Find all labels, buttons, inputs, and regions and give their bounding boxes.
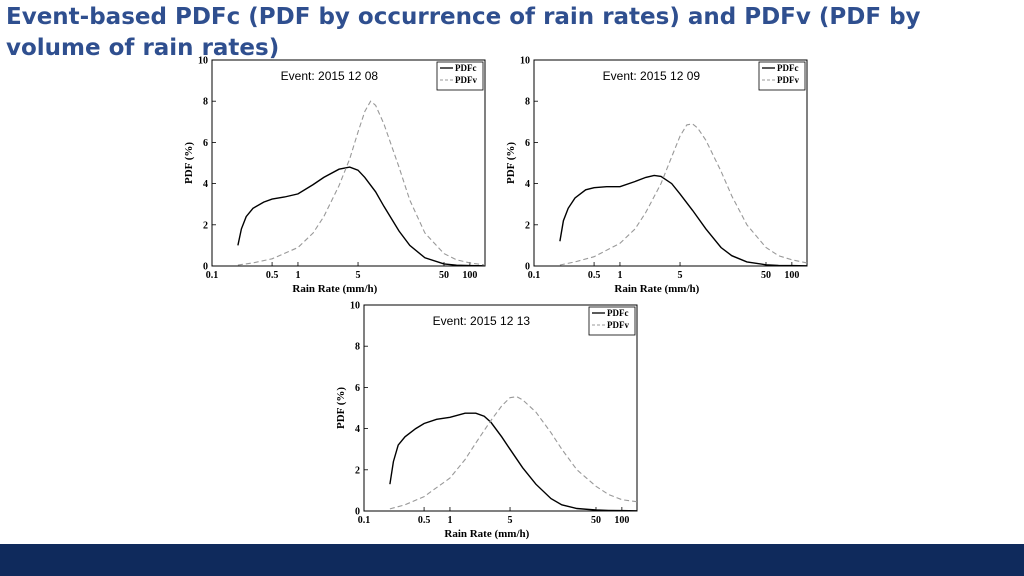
legend-label-pdfv: PDFv (777, 75, 799, 85)
y-tick-label: 10 (520, 56, 530, 67)
y-tick-label: 10 (350, 301, 360, 312)
legend-label-pdfv: PDFv (607, 320, 629, 330)
y-tick-label: 2 (355, 465, 360, 476)
legend-label-pdfc: PDFc (455, 63, 477, 73)
x-tick-label: 50 (591, 515, 601, 526)
y-tick-label: 0 (203, 262, 208, 273)
y-tick-label: 6 (525, 138, 530, 149)
x-tick-label: 0.5 (588, 270, 601, 281)
x-axis-label: Rain Rate (mm/h) (292, 283, 377, 295)
y-tick-label: 8 (203, 97, 208, 108)
event-annotation: Event: 2015 12 09 (603, 69, 701, 83)
y-axis-label: PDF (%) (505, 142, 517, 184)
series-line-pdfv (237, 100, 486, 266)
event-annotation: Event: 2015 12 13 (433, 314, 531, 328)
x-axis-label: Rain Rate (mm/h) (614, 283, 699, 295)
x-tick-label: 0.1 (528, 270, 541, 281)
y-tick-label: 4 (525, 179, 530, 190)
plot-frame (363, 304, 638, 512)
x-tick-label: 0.1 (206, 270, 219, 281)
x-tick-label: 50 (439, 270, 449, 281)
slide-title: Event-based PDFc (PDF by occurrence of r… (6, 4, 921, 61)
y-tick-label: 8 (525, 97, 530, 108)
y-tick-label: 4 (203, 179, 208, 190)
legend-label-pdfv: PDFv (455, 75, 477, 85)
legend-box (588, 306, 636, 336)
y-axis-label: PDF (%) (183, 142, 195, 184)
chart-panel-event-1: 0 2 4 6 8 10 0.1 0.5 1 5 50 100 Rain Rate (mm/h) PDF … (183, 56, 486, 295)
y-tick-label: 6 (203, 138, 208, 149)
x-tick-label: 5 (678, 270, 683, 281)
x-tick-label: 1 (295, 270, 300, 281)
x-tick-label: 0.5 (266, 270, 279, 281)
series-line-pdfv (559, 123, 808, 266)
x-tick-label: 100 (614, 515, 629, 526)
x-tick-label: 100 (784, 270, 799, 281)
legend-label-pdfc: PDFc (777, 63, 799, 73)
plot-frame (211, 59, 486, 267)
y-tick-label: 0 (355, 507, 360, 518)
x-tick-label: 0.1 (358, 515, 371, 526)
chart-panel-event-3: 0 2 4 6 8 10 0.1 0.5 1 5 50 100 Rain Rate (mm/h) PDF … (335, 301, 638, 540)
series-line-pdfv (389, 396, 638, 510)
chart-panel-event-2: 0 2 4 6 8 10 0.1 0.5 1 5 50 100 Rain Rate (mm/h) PDF … (505, 56, 808, 295)
y-tick-label: 2 (525, 220, 530, 231)
event-annotation: Event: 2015 12 08 (281, 69, 379, 83)
series-line-pdfc (559, 174, 808, 267)
y-tick-label: 0 (525, 262, 530, 273)
plot-frame (533, 59, 808, 267)
series-line-pdfc (237, 166, 486, 267)
x-tick-label: 50 (761, 270, 771, 281)
x-tick-label: 5 (508, 515, 513, 526)
legend-box (758, 61, 806, 91)
y-tick-label: 4 (355, 424, 360, 435)
x-tick-label: 5 (356, 270, 361, 281)
y-tick-label: 2 (203, 220, 208, 231)
x-tick-label: 100 (462, 270, 477, 281)
legend-label-pdfc: PDFc (607, 308, 629, 318)
series-line-pdfc (389, 412, 638, 512)
x-tick-label: 1 (617, 270, 622, 281)
y-tick-label: 6 (355, 383, 360, 394)
y-axis-label: PDF (%) (335, 387, 347, 429)
y-tick-label: 10 (198, 56, 208, 67)
x-tick-label: 0.5 (418, 515, 431, 526)
y-tick-label: 8 (355, 342, 360, 353)
x-axis-label: Rain Rate (mm/h) (444, 528, 529, 540)
footer-bar (0, 544, 1024, 576)
legend-box (436, 61, 484, 91)
x-tick-label: 1 (447, 515, 452, 526)
